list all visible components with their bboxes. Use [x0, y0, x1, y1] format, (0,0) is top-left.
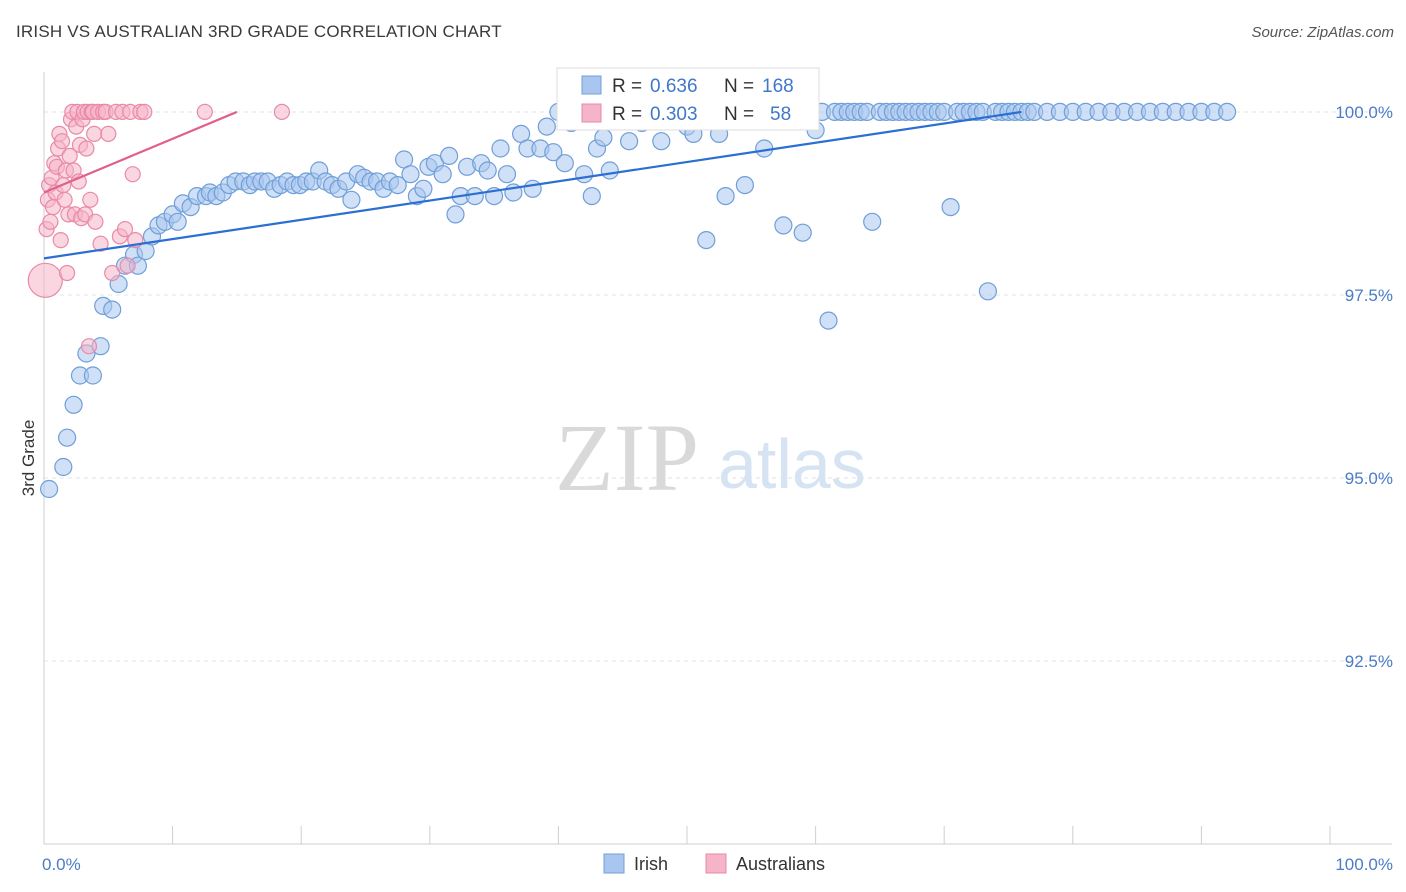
australians-point	[82, 191, 99, 208]
irish-n-value: 168	[762, 76, 794, 97]
irish-point	[652, 132, 671, 151]
australians-point	[273, 103, 290, 121]
australians-point	[78, 140, 95, 157]
irish-point	[401, 165, 420, 184]
watermark-zip: ZIP	[555, 404, 699, 511]
irish-point	[716, 187, 735, 206]
y-tick-label: 97.5%	[1345, 286, 1393, 305]
irish-r-label: R =	[612, 76, 642, 97]
x-tick-label-min: 0.0%	[42, 855, 81, 874]
source-label: Source: ZipAtlas.com	[1251, 24, 1394, 41]
irish-point	[342, 190, 361, 209]
irish-point	[465, 187, 484, 206]
irish-point	[168, 212, 187, 231]
irish-point	[537, 117, 556, 136]
irish-n-label: N =	[724, 76, 754, 97]
watermark-atlas: atlas	[718, 425, 866, 503]
y-tick-labels: 92.5% 95.0% 97.5% 100.0%	[1335, 103, 1393, 671]
irish-point	[774, 216, 793, 235]
australians-point	[27, 262, 63, 298]
irish-point	[433, 165, 452, 184]
irish-point	[39, 479, 59, 499]
irish-point	[619, 132, 639, 151]
australians-point	[53, 133, 71, 150]
irish-point	[103, 300, 122, 319]
irish-point	[446, 205, 465, 224]
australians-point	[104, 264, 121, 282]
irish-point	[388, 176, 407, 195]
y-axis-title: 3rd Grade	[19, 420, 38, 497]
irish-point	[497, 165, 517, 184]
irish-point	[54, 457, 73, 477]
australians-point	[136, 103, 153, 121]
irish-point	[440, 146, 459, 165]
australians-point	[61, 147, 78, 164]
australians-n-value: 58	[770, 104, 791, 125]
australians-point	[80, 338, 98, 355]
australians-r-label: R =	[612, 104, 642, 125]
irish-point	[414, 179, 433, 198]
australians-point	[86, 125, 103, 142]
irish-point	[735, 176, 755, 195]
y-tick-label: 92.5%	[1345, 652, 1393, 671]
irish-point	[594, 128, 613, 147]
australians-point	[116, 221, 134, 238]
y-tick-label: 95.0%	[1345, 469, 1393, 488]
australians-point	[92, 235, 109, 252]
top-legend: R = 0.636 N = 168 R = 0.303 N = 58	[556, 67, 820, 131]
bottom-legend: Irish Australians	[603, 853, 825, 874]
irish-point	[941, 198, 960, 217]
irish-point	[863, 212, 882, 231]
y-tick-label: 100.0%	[1335, 103, 1393, 122]
bottom-legend-irish-label: Irish	[634, 854, 668, 874]
australians-point	[100, 125, 117, 142]
australians-point	[42, 213, 59, 230]
irish-trend-line	[43, 110, 1022, 260]
irish-point	[57, 428, 77, 447]
chart-title: IRISH VS AUSTRALIAN 3RD GRADE CORRELATIO…	[16, 22, 502, 41]
australians-r-value: 0.303	[650, 104, 698, 125]
australians-point	[87, 213, 104, 230]
irish-point	[1217, 102, 1237, 122]
irish-point	[478, 161, 497, 180]
australians-legend-swatch	[581, 103, 602, 123]
irish-point	[544, 143, 563, 162]
australians-point	[119, 257, 136, 274]
irish-point	[582, 187, 601, 206]
australians-n-label: N =	[724, 104, 754, 125]
irish-point	[600, 161, 619, 180]
australians-trend-line	[43, 110, 238, 194]
x-tick-label-max: 100.0%	[1335, 855, 1393, 874]
x-ticks	[43, 826, 1331, 844]
australians-point	[56, 191, 73, 208]
irish-point	[64, 395, 83, 414]
irish-point	[697, 231, 716, 250]
bottom-legend-australians-label: Australians	[736, 854, 825, 874]
irish-point	[793, 223, 812, 242]
bottom-legend-australians-swatch	[705, 853, 727, 874]
irish-point	[574, 165, 594, 184]
irish-point	[83, 366, 103, 385]
irish-legend-swatch	[581, 75, 602, 95]
australians-points	[27, 103, 290, 355]
irish-point	[523, 179, 542, 198]
bottom-legend-irish-swatch	[603, 853, 625, 874]
australians-point	[124, 166, 141, 183]
australians-point	[196, 103, 213, 121]
australians-point	[58, 264, 76, 282]
australians-point	[52, 232, 69, 249]
irish-r-value: 0.636	[650, 76, 698, 97]
irish-point	[978, 282, 998, 301]
irish-point	[819, 311, 838, 330]
irish-point	[491, 139, 510, 158]
irish-point	[555, 154, 574, 173]
